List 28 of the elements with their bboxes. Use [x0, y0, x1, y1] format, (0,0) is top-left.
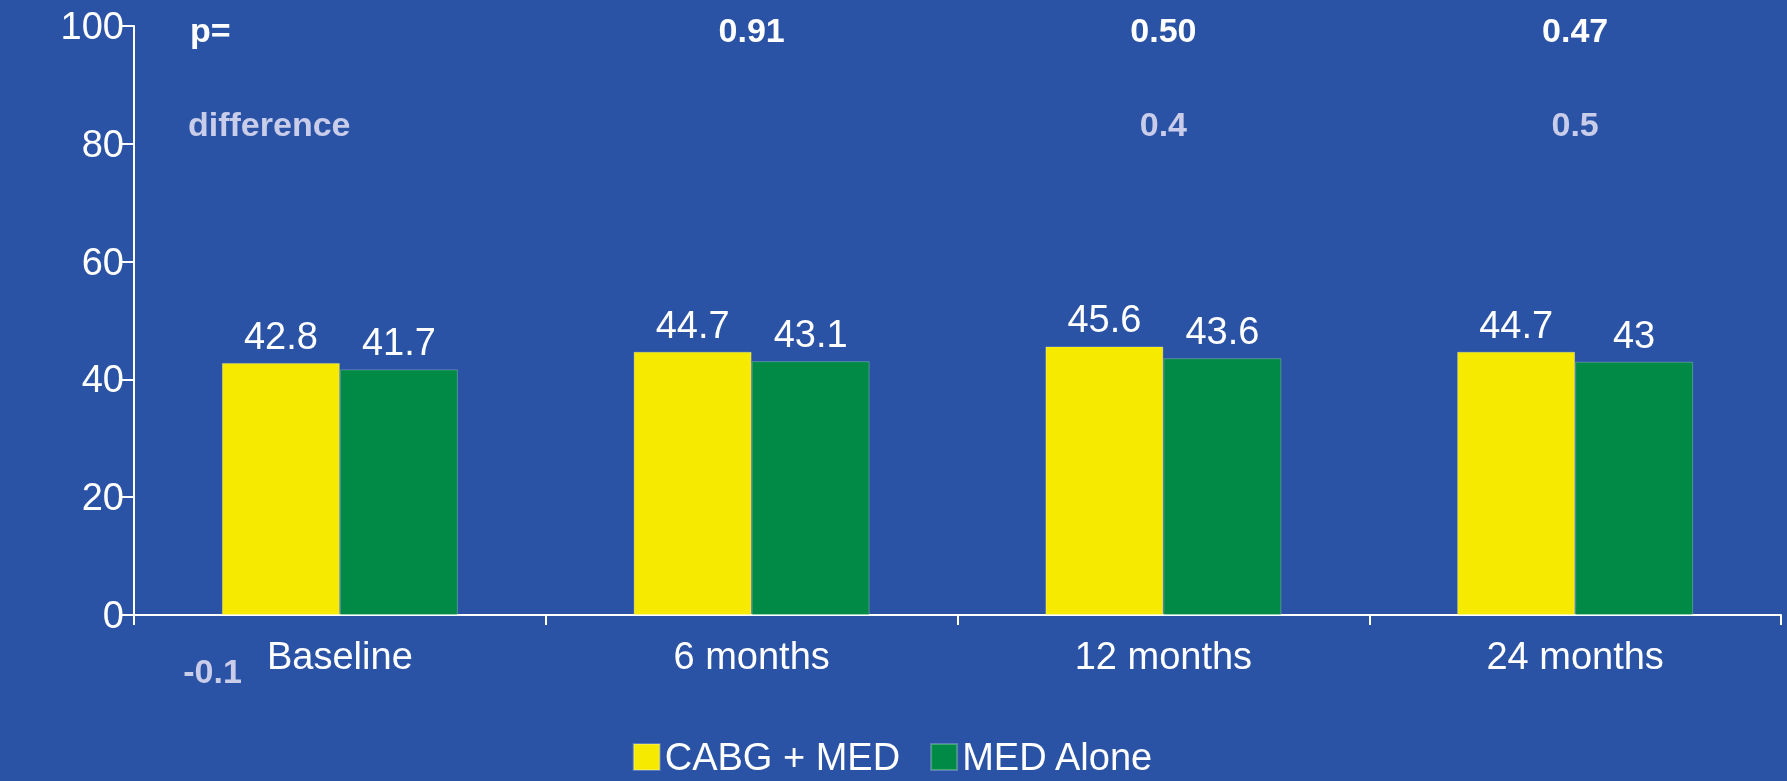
data-label: 43: [1612, 313, 1656, 356]
y-tick-label: 40: [81, 358, 124, 401]
data-label: 44.7: [1479, 303, 1554, 346]
y-tick-label: 60: [81, 240, 124, 283]
annotation: p=: [190, 11, 231, 49]
y-tick-label: 100: [60, 5, 124, 47]
annotation: 0.91: [718, 11, 785, 49]
x-tick-label: Baseline: [266, 635, 413, 677]
data-label: 44.7: [655, 303, 730, 346]
x-tick-label: 12 months: [1074, 635, 1253, 677]
data-label: 45.6: [1067, 298, 1142, 341]
data-label: 42.8: [243, 314, 318, 357]
annotation: 0.4: [1139, 105, 1188, 143]
annotation: 0.47: [1542, 11, 1609, 49]
y-tick-label: 20: [81, 476, 124, 519]
data-label: 43.6: [1185, 310, 1260, 353]
data-label: 43.1: [773, 313, 848, 356]
annotation: difference: [188, 105, 351, 143]
annotation: 0.50: [1130, 11, 1197, 49]
annotation: 0.5: [1551, 105, 1599, 143]
text: -0.1: [183, 652, 242, 690]
y-tick-label: 80: [81, 122, 124, 165]
x-tick-label: 24 months: [1486, 635, 1664, 677]
data-label: 41.7: [361, 321, 436, 364]
legend-label: MED Alone: [962, 736, 1153, 778]
y-tick-label: 0: [102, 594, 124, 636]
x-tick-label: 6 months: [673, 635, 830, 677]
legend-label: CABG + MED: [664, 736, 901, 778]
